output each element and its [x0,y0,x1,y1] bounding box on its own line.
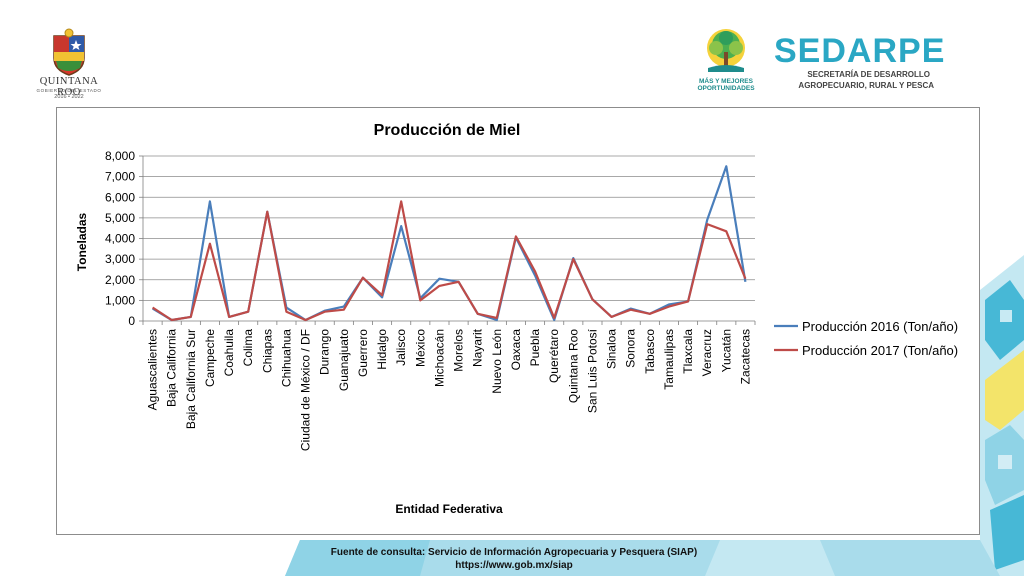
sedarpe-logo: SEDARPE SECRETARÍA DE DESARROLLO AGROPEC… [774,32,960,94]
y-axis-label: Toneladas [75,212,89,271]
x-tick-label: Guerrero [356,329,370,377]
x-tick-label: México [413,329,427,367]
legend-label: Producción 2016 (Ton/año) [802,319,958,334]
source-url: https://www.gob.mx/siap [455,560,573,571]
y-tick-label: 1,000 [105,293,135,307]
y-tick-label: 8,000 [105,149,135,163]
quintana-roo-logo: QUINTANA ROO GOBIERNO DEL ESTADO 2016 • … [28,28,110,102]
tree-logo-line2: OPORTUNIDADES [697,85,755,92]
state-government-label: GOBIERNO DEL ESTADO [36,88,102,93]
state-name: QUINTANA ROO [39,76,99,98]
x-tick-label: Morelos [452,329,466,372]
oportunidades-logo: MÁS Y MEJORES OPORTUNIDADES [690,28,762,96]
chart-container: Producción de Miel 0 1,000 2,000 3,000 4,000… [56,107,980,535]
x-tick-label: Chiapas [260,329,274,373]
x-tick-label: Puebla [528,329,542,367]
state-shield-icon [53,28,85,76]
sedarpe-subtitle-1: SECRETARÍA DE DESARROLLO [807,70,930,79]
x-tick-label: Colima [241,329,255,367]
x-axis-label: Entidad Federativa [395,502,503,516]
x-tick-label: Coahuila [222,329,236,377]
x-tick-label: Campeche [203,329,217,387]
sedarpe-name: SEDARPE [774,32,946,70]
x-tick-label: Chihuahua [279,329,293,387]
x-tick-label: Ciudad de México / DF [299,329,313,451]
y-tick-label: 4,000 [105,232,135,246]
tree-icon [707,29,745,72]
x-tick-label: Jalisco [394,329,408,366]
x-tick-label: Quintana Roo [566,329,580,403]
gridlines [143,155,755,322]
y-tick-label: 7,000 [105,170,135,184]
x-tick-label: Tlaxcala [681,329,695,374]
government-years: 2016 • 2022 [54,94,84,100]
x-tick-label: Oaxaca [509,329,523,371]
legend-label: Producción 2017 (Ton/año) [802,343,958,358]
x-tick-label: Guanajuato [337,329,351,391]
y-tick-label: 0 [128,314,135,328]
honey-production-chart: Producción de Miel 0 1,000 2,000 3,000 4,000… [75,122,958,516]
x-tick-label: Sonora [624,329,638,368]
x-tick-label: Aguascalientes [146,329,160,410]
x-tick-label: Sinaloa [605,329,619,369]
x-tick-label: Querétaro [547,329,561,383]
x-axis-ticks: Aguascalientes Baja California Baja Califo… [142,321,756,451]
chart-legend: Producción 2016 (Ton/año) Producción 2017… [774,319,958,358]
y-tick-label: 5,000 [105,211,135,225]
y-tick-label: 2,000 [105,273,135,287]
x-tick-label: Tamaulipas [662,329,676,390]
x-tick-label: Nayarit [471,328,485,367]
x-tick-label: Durango [318,329,332,375]
x-tick-label: Nuevo León [490,329,504,394]
tree-logo-line1: MÁS Y MEJORES [699,78,753,85]
y-tick-label: 3,000 [105,252,135,266]
x-tick-label: Tabasco [643,329,657,374]
x-tick-label: Baja California Sur [184,329,198,429]
series-lines [152,165,747,322]
x-tick-label: Hidalgo [375,329,389,370]
y-tick-label: 6,000 [105,190,135,204]
chart-title: Producción de Miel [374,122,521,139]
x-tick-label: Veracruz [700,329,714,376]
x-tick-label: Baja California [165,329,179,407]
y-axis-ticks: 0 1,000 2,000 3,000 4,000 5,000 6,000 7,000 8,00… [105,149,144,328]
sedarpe-subtitle-2: AGROPECUARIO, RURAL Y PESCA [798,81,934,90]
x-tick-label: Michoacán [432,329,446,387]
x-tick-label: Yucatán [719,329,733,372]
series-line [152,165,747,322]
x-tick-label: Zacatecas [738,329,752,384]
series-line [152,200,747,322]
x-tick-label: San Luis Potosí [585,328,599,413]
source-note: Fuente de consulta: Servicio de Informac… [330,547,698,558]
